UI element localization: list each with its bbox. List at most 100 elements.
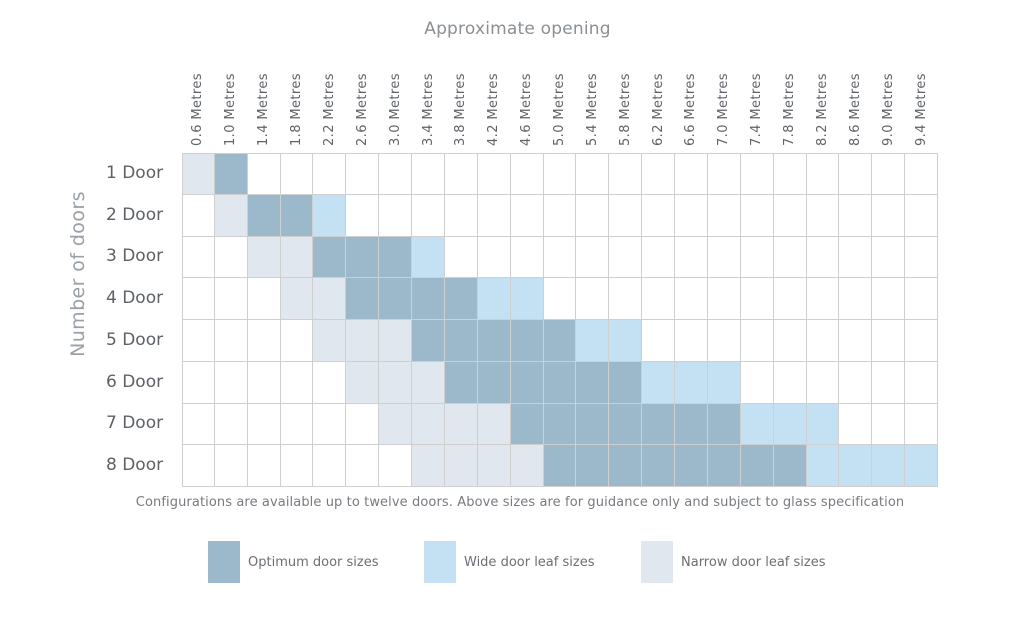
grid-cell <box>905 194 938 237</box>
grid-cell <box>609 278 643 320</box>
grid-cell <box>576 194 610 237</box>
grid-cell <box>543 403 577 446</box>
grid-cell <box>642 236 676 279</box>
grid-cell <box>806 403 840 446</box>
grid-cell <box>247 445 281 487</box>
grid-cell <box>214 278 248 320</box>
row-label: 5 Door <box>106 329 164 350</box>
grid-cell <box>379 278 413 320</box>
grid-cell <box>379 403 413 446</box>
grid-cell <box>905 153 938 195</box>
grid-cell <box>839 278 873 320</box>
column-label: 1.4 Metres <box>256 73 272 146</box>
grid-cell <box>247 153 281 195</box>
chart-title: Approximate opening <box>424 19 611 39</box>
column-label: 7.0 Metres <box>716 73 732 146</box>
row-label: 6 Door <box>106 371 164 392</box>
grid-cell <box>444 194 478 237</box>
grid-cell <box>773 403 807 446</box>
grid-cell <box>642 320 676 362</box>
grid-cell <box>740 361 774 404</box>
column-label: 1.8 Metres <box>289 73 305 146</box>
legend-label: Optimum door sizes <box>248 554 379 570</box>
grid-cell <box>707 445 741 487</box>
grid-cell <box>642 403 676 446</box>
grid-cell <box>346 320 380 362</box>
grid-cell <box>773 236 807 279</box>
grid-cell <box>543 278 577 320</box>
grid-cell <box>675 320 708 362</box>
column-label: 1.0 Metres <box>223 73 239 146</box>
grid-cell <box>609 236 643 279</box>
grid-cell <box>642 361 676 404</box>
grid-cell <box>675 445 708 487</box>
column-label: 7.8 Metres <box>782 73 798 146</box>
row-label: 2 Door <box>106 204 164 225</box>
grid-cell <box>214 320 248 362</box>
grid-cell <box>905 403 938 446</box>
grid-cell <box>510 194 544 237</box>
grid-cell <box>806 278 840 320</box>
grid-cell <box>313 278 347 320</box>
grid-cell <box>773 445 807 487</box>
grid-cell <box>510 153 544 195</box>
grid-cell <box>412 320 445 362</box>
grid-cell <box>905 278 938 320</box>
grid-cell <box>675 361 708 404</box>
grid-cell <box>675 403 708 446</box>
grid-cell <box>280 236 314 279</box>
grid-cell <box>872 403 906 446</box>
grid-cell <box>905 320 938 362</box>
grid-cell <box>740 320 774 362</box>
grid-cell <box>576 153 610 195</box>
grid-cell <box>543 236 577 279</box>
grid-cell <box>806 320 840 362</box>
grid-cell <box>872 320 906 362</box>
grid-cell <box>839 403 873 446</box>
grid-cell <box>444 278 478 320</box>
grid-cell <box>313 403 347 446</box>
column-label: 6.6 Metres <box>683 73 699 146</box>
grid-cell <box>379 361 413 404</box>
grid-cell <box>280 361 314 404</box>
grid-cell <box>346 361 380 404</box>
grid-cell <box>313 194 347 237</box>
grid-cell <box>477 278 511 320</box>
grid-cell <box>182 278 215 320</box>
column-label: 3.4 Metres <box>420 73 436 146</box>
column-label: 5.8 Metres <box>617 73 633 146</box>
grid-cell <box>839 445 873 487</box>
grid-cell <box>675 153 708 195</box>
grid-cell <box>543 361 577 404</box>
grid-cell <box>444 153 478 195</box>
grid-cell <box>214 445 248 487</box>
grid-cell <box>510 361 544 404</box>
grid-cell <box>675 194 708 237</box>
column-label: 6.2 Metres <box>650 73 666 146</box>
grid-cell <box>214 194 248 237</box>
grid-cell <box>806 153 840 195</box>
grid-cell <box>872 236 906 279</box>
row-label: 7 Door <box>106 413 164 434</box>
legend-item: Wide door leaf sizes <box>424 541 594 583</box>
grid-cell <box>806 236 840 279</box>
column-label: 2.2 Metres <box>321 73 337 146</box>
grid-cell <box>477 361 511 404</box>
grid-cell <box>707 278 741 320</box>
grid-cell <box>543 320 577 362</box>
grid-cell <box>707 194 741 237</box>
grid-cell <box>280 153 314 195</box>
grid-cell <box>510 445 544 487</box>
grid-cell <box>379 320 413 362</box>
grid-cell <box>839 194 873 237</box>
grid-cell <box>313 236 347 279</box>
grid-cell <box>346 403 380 446</box>
grid-cell <box>477 236 511 279</box>
grid-cell <box>642 194 676 237</box>
grid-cell <box>477 320 511 362</box>
grid-cell <box>872 278 906 320</box>
grid-cell <box>773 278 807 320</box>
column-label: 8.2 Metres <box>814 73 830 146</box>
grid-cell <box>182 236 215 279</box>
